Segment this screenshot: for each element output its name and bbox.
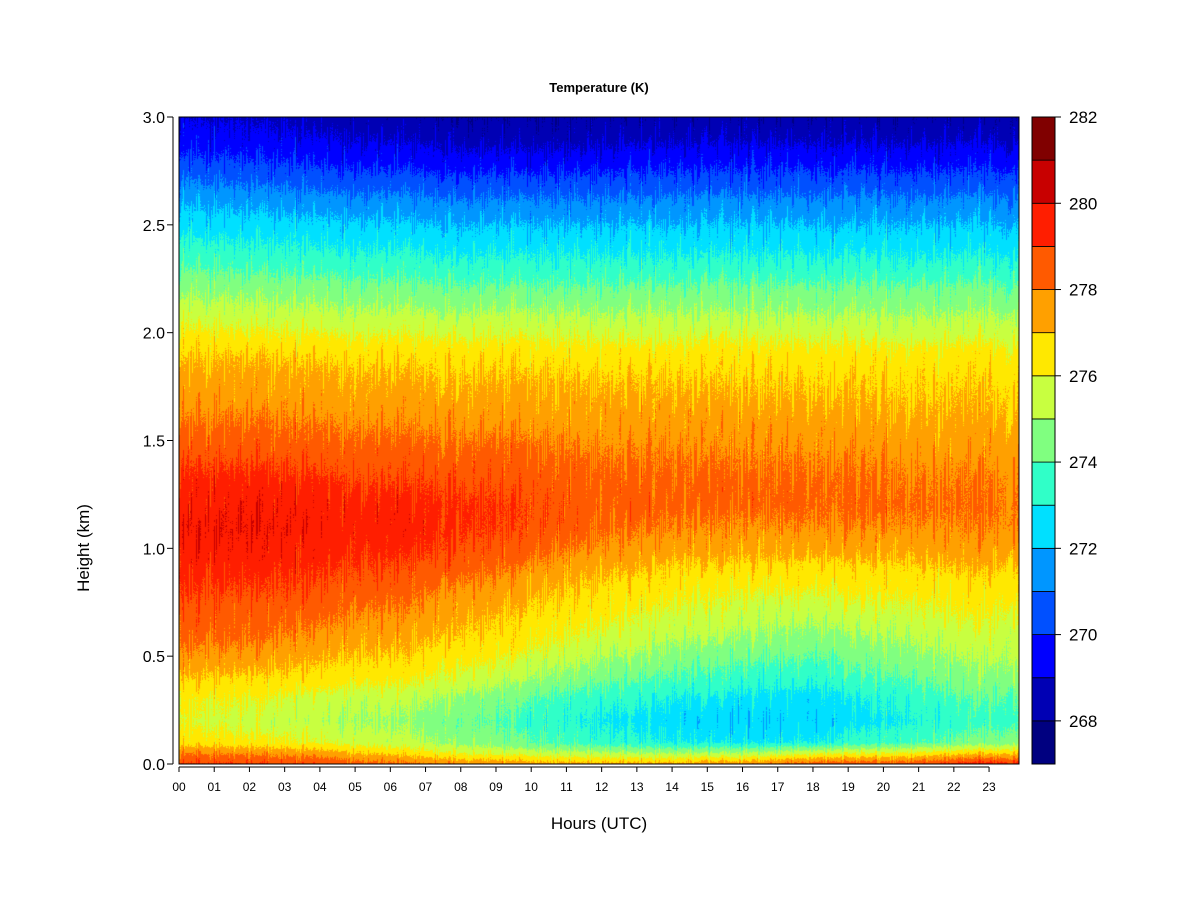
x-tick-label: 21 [912, 780, 926, 794]
colorbar-swatch [1032, 678, 1055, 721]
x-tick-label: 15 [701, 780, 715, 794]
y-tick-label: 3.0 [143, 110, 165, 127]
colorbar-swatch [1032, 548, 1055, 591]
x-tick-label: 08 [454, 780, 468, 794]
x-tick-label: 01 [208, 780, 222, 794]
colorbar-swatch [1032, 333, 1055, 376]
x-tick-label: 20 [877, 780, 891, 794]
y-tick-label: 0.0 [143, 757, 165, 774]
x-tick-label: 05 [348, 780, 362, 794]
y-tick-label: 2.5 [143, 218, 165, 235]
x-tick-label: 03 [278, 780, 292, 794]
heatmap-plot-area [179, 117, 1019, 764]
x-tick-label: 04 [313, 780, 327, 794]
colorbar-swatch [1032, 591, 1055, 634]
colorbar-swatch [1032, 246, 1055, 289]
x-tick-label: 12 [595, 780, 609, 794]
y-tick-label: 2.0 [143, 326, 165, 343]
x-tick-label: 07 [419, 780, 433, 794]
y-axis-label: Height (km) [74, 504, 93, 592]
x-tick-label: 06 [384, 780, 398, 794]
y-tick-label: 1.5 [143, 434, 165, 451]
x-tick-label: 13 [630, 780, 644, 794]
chart-title: Temperature (K) [549, 80, 648, 95]
colorbar-tick-label: 276 [1069, 367, 1097, 386]
colorbar-swatch [1032, 290, 1055, 333]
x-tick-label: 14 [665, 780, 679, 794]
colorbar-tick-label: 280 [1069, 194, 1097, 213]
colorbar [1032, 117, 1055, 764]
x-axis-label: Hours (UTC) [551, 814, 647, 833]
colorbar-swatch [1032, 203, 1055, 246]
colorbar-tick-label: 278 [1069, 281, 1097, 300]
y-tick-label: 1.0 [143, 541, 165, 558]
colorbar-swatch [1032, 376, 1055, 419]
x-tick-label: 23 [982, 780, 996, 794]
x-tick-label: 16 [736, 780, 750, 794]
colorbar-tick-label: 274 [1069, 453, 1097, 472]
x-tick-label: 02 [243, 780, 257, 794]
colorbar-ticks: 268 270 272 274 276 278 280 282 [1055, 108, 1097, 731]
colorbar-swatch [1032, 160, 1055, 203]
x-tick-label: 19 [842, 780, 856, 794]
colorbar-tick-label: 268 [1069, 712, 1097, 731]
colorbar-swatch [1032, 419, 1055, 462]
x-tick-label: 10 [525, 780, 539, 794]
y-tick-label: 0.5 [143, 649, 165, 666]
x-tick-label: 18 [806, 780, 820, 794]
colorbar-swatch [1032, 505, 1055, 548]
x-tick-label: 00 [172, 780, 186, 794]
x-axis: 00 01 02 03 04 05 06 07 08 09 10 11 12 13 14 15 16 17 18 19… [172, 767, 996, 794]
x-tick-label: 17 [771, 780, 785, 794]
x-tick-label: 11 [560, 780, 573, 794]
x-tick-label: 09 [489, 780, 503, 794]
colorbar-swatch [1032, 635, 1055, 678]
colorbar-swatch [1032, 117, 1055, 160]
colorbar-swatch [1032, 462, 1055, 505]
colorbar-swatch [1032, 721, 1055, 764]
y-axis: 0.0 0.5 1.0 1.5 2.0 2.5 3.0 [143, 110, 173, 774]
x-tick-label: 22 [947, 780, 961, 794]
colorbar-tick-label: 272 [1069, 539, 1097, 558]
colorbar-tick-label: 282 [1069, 108, 1097, 127]
colorbar-tick-label: 270 [1069, 626, 1097, 645]
